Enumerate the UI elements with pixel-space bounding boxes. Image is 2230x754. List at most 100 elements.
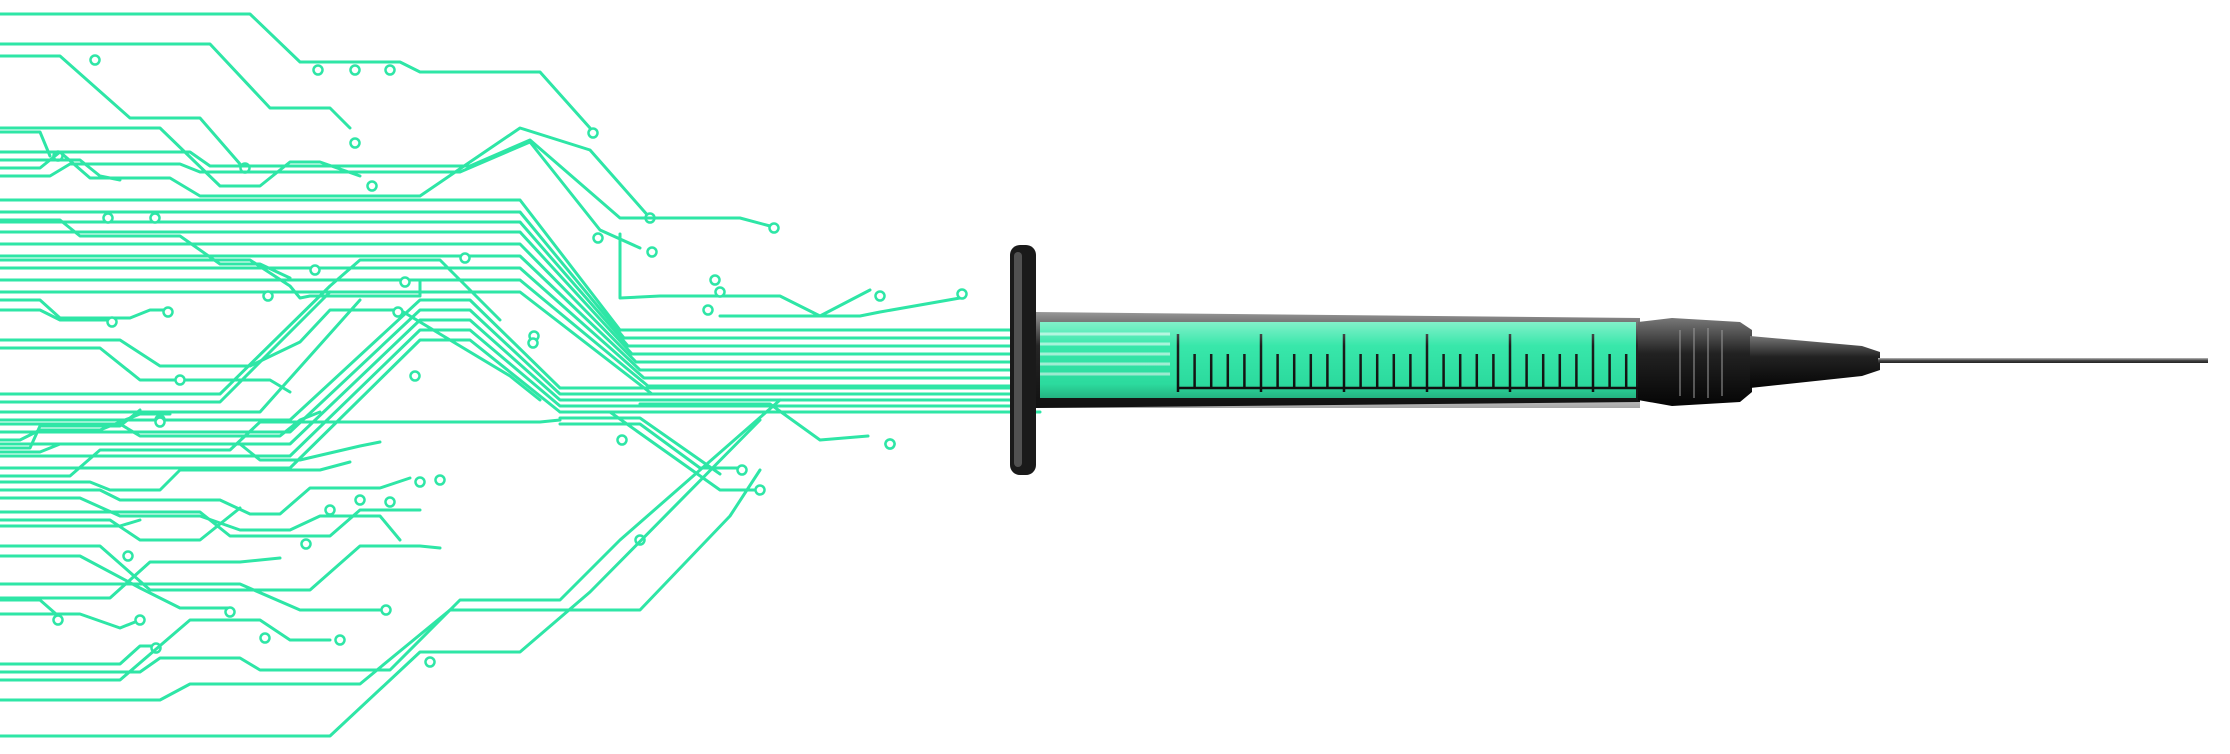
circuit-pad	[380, 604, 392, 616]
circuit-pad	[884, 438, 896, 450]
circuit-pad	[616, 434, 628, 446]
circuit-pad	[424, 656, 436, 668]
circuit-pad	[587, 127, 599, 139]
circuit-trace	[0, 398, 782, 674]
circuit-pad	[334, 634, 346, 646]
circuit-trace	[718, 296, 962, 318]
circuit-pad	[874, 290, 886, 302]
circuit-trace	[698, 288, 872, 318]
circuit-trace	[0, 308, 1042, 434]
circuit-pad	[754, 484, 766, 496]
syringe-tip	[1750, 336, 1880, 388]
circuit-pad	[122, 550, 134, 562]
circuit-pad	[349, 137, 361, 149]
circuit-trace	[0, 598, 58, 616]
circuit-trace	[0, 258, 422, 300]
circuit-pad	[459, 252, 471, 264]
circuit-trace	[0, 298, 172, 320]
circuit-trace	[0, 54, 242, 166]
circuit-trace	[0, 290, 332, 404]
circuit-trace	[0, 468, 762, 702]
circuit-pad	[366, 180, 378, 192]
circuit-trace	[0, 506, 242, 542]
circuit-pad	[709, 274, 721, 286]
circuit-pad	[324, 504, 336, 516]
circuit-trace	[0, 298, 1042, 422]
circuit-pad	[349, 64, 361, 76]
circuit-pad	[354, 494, 366, 506]
circuit-pad	[89, 54, 101, 66]
circuit-trace	[0, 408, 142, 450]
circuit-pad	[714, 286, 726, 298]
circuit-pad	[399, 276, 411, 288]
circuit-pad	[414, 476, 426, 488]
circuit-trace	[0, 496, 402, 542]
circuit-pad	[224, 606, 236, 618]
circuit-pad	[956, 288, 968, 300]
circuit-pad	[134, 614, 146, 626]
circuit-trace	[0, 308, 542, 402]
circuit-pad	[736, 464, 748, 476]
circuit-trace	[0, 328, 1042, 458]
circuit-pad	[384, 64, 396, 76]
circuit-trace	[0, 158, 122, 182]
plunger-flange	[1010, 245, 1036, 475]
circuit-pad	[174, 374, 186, 386]
circuit-pad	[52, 614, 64, 626]
circuit-trace	[0, 258, 502, 396]
circuit-trace	[618, 232, 702, 300]
circuit-pad	[768, 222, 780, 234]
circuit-trace	[0, 582, 382, 612]
circuit-trace	[558, 416, 722, 476]
circuit-pad	[154, 416, 166, 428]
circuit-pad	[162, 306, 174, 318]
circuit-pad	[149, 212, 161, 224]
circuit-trace	[0, 308, 112, 322]
circuit-trace	[0, 556, 282, 600]
circuit-pad	[434, 474, 446, 486]
circuit-trace	[0, 518, 142, 528]
circuit-pad	[646, 246, 658, 258]
circuit-trace	[0, 138, 772, 228]
circuit-pad	[392, 306, 404, 318]
circuit-trace	[0, 554, 232, 610]
circuit-trace	[0, 410, 322, 438]
circuit-pad	[384, 496, 396, 508]
circuit-pad	[309, 264, 321, 276]
circuit-pad	[592, 232, 604, 244]
circuit-trace	[0, 544, 442, 592]
circuit-trace	[0, 130, 52, 158]
circuit-pad	[259, 632, 271, 644]
circuit-traces-icon	[0, 12, 1642, 738]
circuit-trace	[558, 410, 762, 492]
circuit-trace	[0, 298, 362, 414]
circuit-pad	[262, 290, 274, 302]
circuit-pad	[702, 304, 714, 316]
circuit-trace	[638, 402, 870, 442]
circuit-trace	[0, 412, 172, 442]
circuit-trace	[0, 476, 412, 516]
circuit-pad	[527, 337, 539, 349]
circuit-trace	[0, 612, 142, 630]
circuit-pad	[312, 64, 324, 76]
circuit-trace	[0, 126, 362, 188]
circuit-trace	[0, 460, 352, 492]
circuit-pad	[106, 316, 118, 328]
circuit-trace	[558, 422, 742, 470]
circuit-trace	[0, 418, 562, 478]
circuit-pad	[300, 538, 312, 550]
syringe-hub	[1638, 318, 1752, 406]
circuit-trace	[0, 42, 352, 130]
circuit-pad	[409, 370, 421, 382]
circuit-trace	[0, 338, 1042, 470]
circuit-trace	[0, 218, 292, 280]
needle-icon	[1878, 358, 2208, 363]
circuit-pad	[102, 212, 114, 224]
circuit-trace	[0, 618, 332, 682]
circuit-trace	[0, 440, 382, 462]
circuit-trace	[0, 346, 292, 394]
circuit-trace	[0, 12, 592, 130]
circuit-trace	[0, 418, 762, 738]
syringe-icon	[1010, 245, 2208, 475]
circuit-trace	[0, 140, 642, 250]
